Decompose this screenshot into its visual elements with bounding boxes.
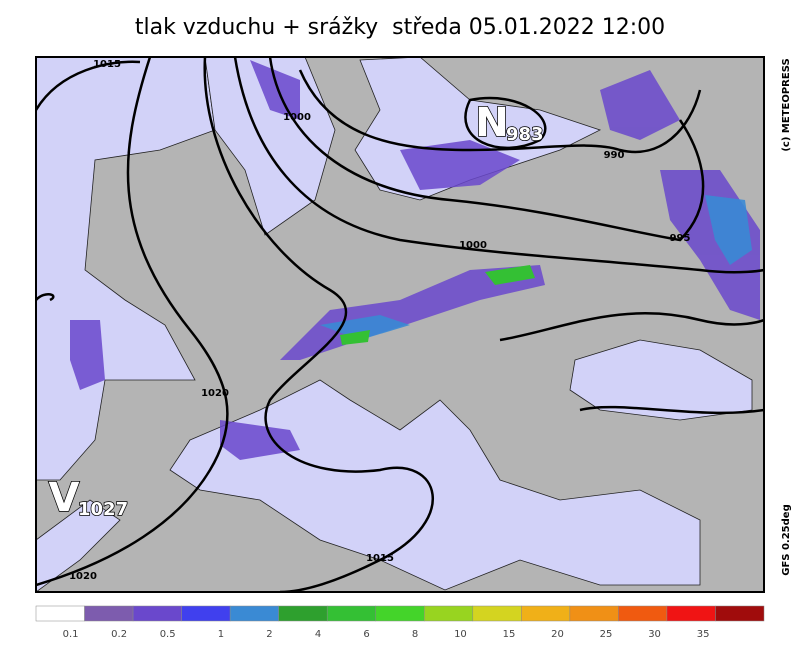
isobar-label: 1000 bbox=[459, 240, 487, 251]
credit: (c) METEOPRESS bbox=[781, 58, 792, 151]
isobar-label: 995 bbox=[670, 233, 691, 244]
legend-label: 30 bbox=[648, 629, 661, 640]
center-value: 1027 bbox=[78, 499, 128, 520]
legend-label: 25 bbox=[600, 629, 613, 640]
legend-label: 0.1 bbox=[63, 629, 79, 640]
legend-swatch bbox=[326, 605, 376, 622]
legend-swatch bbox=[569, 605, 619, 622]
legend-label: 4 bbox=[315, 629, 321, 640]
map-title: tlak vzduchu + srážky středa 05.01.2022 … bbox=[135, 15, 665, 40]
legend-label: 35 bbox=[697, 629, 710, 640]
legend-swatch bbox=[666, 605, 716, 622]
legend-swatch bbox=[229, 605, 279, 622]
isobar-label: 1015 bbox=[93, 59, 121, 70]
center-letter: N bbox=[475, 100, 508, 146]
isobar-label: 990 bbox=[604, 150, 625, 161]
legend-swatch bbox=[181, 605, 231, 622]
legend: 0.1 0.2 0.5 1 2 4 6 8 10 15 20 25 30 35 bbox=[35, 605, 765, 640]
legend-label: 10 bbox=[454, 629, 467, 640]
legend-label: 20 bbox=[551, 629, 564, 640]
center-value: 983 bbox=[506, 124, 544, 145]
legend-swatch bbox=[715, 605, 765, 622]
legend-label: 6 bbox=[363, 629, 369, 640]
legend-swatch bbox=[84, 605, 134, 622]
isobar-label: 1015 bbox=[366, 553, 394, 564]
legend-swatch bbox=[132, 605, 182, 622]
legend-label: 0.5 bbox=[160, 629, 176, 640]
isobar-label: 1020 bbox=[201, 388, 229, 399]
legend-swatch bbox=[375, 605, 425, 622]
legend-label: 15 bbox=[503, 629, 516, 640]
isobar-label: 1000 bbox=[283, 112, 311, 123]
legend-swatch bbox=[278, 605, 328, 622]
legend-swatch bbox=[35, 605, 85, 622]
legend-label: 2 bbox=[266, 629, 272, 640]
legend-label: 8 bbox=[412, 629, 418, 640]
center-letter: V bbox=[49, 475, 80, 521]
map bbox=[36, 57, 764, 592]
model-name: GFS 0.25deg bbox=[781, 504, 792, 576]
legend-swatch bbox=[521, 605, 571, 622]
legend-label: 1 bbox=[218, 629, 224, 640]
legend-swatch bbox=[618, 605, 668, 622]
legend-label: 0.2 bbox=[111, 629, 127, 640]
isobar-label: 1020 bbox=[69, 571, 97, 582]
legend-swatch bbox=[424, 605, 474, 622]
legend-swatch bbox=[472, 605, 522, 622]
